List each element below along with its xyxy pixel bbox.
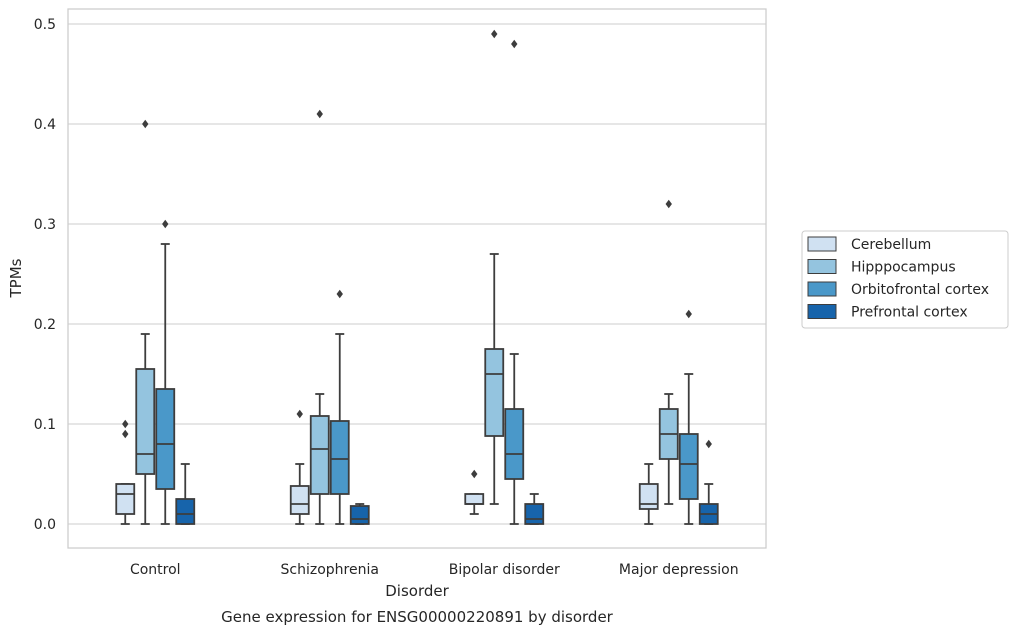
outlier-point <box>471 469 478 479</box>
box-iqr <box>175 498 196 525</box>
box-iqr <box>329 420 350 495</box>
outlier-point <box>511 39 518 49</box>
outlier-point <box>122 419 129 429</box>
box-1-0 <box>289 409 310 525</box>
y-tick-label: 0.0 <box>34 517 56 533</box>
box-2-2 <box>504 39 525 525</box>
legend-label: Orbitofrontal cortex <box>851 282 989 298</box>
y-tick-labels: 0.0 0.1 0.2 0.3 0.4 0.5 <box>34 17 56 533</box>
plot-frame <box>67 8 767 549</box>
box-2-3 <box>524 493 545 525</box>
legend-label: Cerebellum <box>851 237 931 253</box>
legend-frame <box>801 230 1009 329</box>
legend-swatch <box>807 281 837 297</box>
box-1-2 <box>329 289 350 525</box>
outlier-point <box>336 289 343 299</box>
box-iqr <box>504 408 525 480</box>
box-2-1 <box>484 29 505 505</box>
box-iqr <box>155 388 176 490</box>
box-2-0 <box>464 469 485 515</box>
x-tick-labels: Control Schizophrenia Bipolar disorder Majo… <box>130 562 739 578</box>
y-tick-label: 0.4 <box>34 117 56 133</box>
y-tick-label: 0.2 <box>34 317 56 333</box>
outlier-point <box>162 219 169 229</box>
boxes-layer <box>115 29 719 525</box>
box-0-1 <box>135 119 156 525</box>
box-iqr <box>349 505 370 525</box>
box-3-2 <box>678 309 699 525</box>
legend: Cerebellum Hipppocampus Orbitofrontal cort… <box>801 230 1009 329</box>
box-iqr <box>135 368 156 475</box>
box-1-1 <box>309 109 330 525</box>
y-tick-label: 0.1 <box>34 417 56 433</box>
legend-swatch <box>807 259 837 274</box>
outlier-point <box>685 309 692 319</box>
box-iqr <box>289 485 310 515</box>
box-3-0 <box>638 463 659 525</box>
x-axis-label: Disorder <box>385 582 449 600</box>
box-3-1 <box>658 199 679 505</box>
outlier-point <box>491 29 498 39</box>
box-iqr <box>524 503 545 525</box>
y-tick-label: 0.5 <box>34 17 56 33</box>
y-tick-label: 0.3 <box>34 217 56 233</box>
box-iqr <box>115 483 136 515</box>
x-tick-label: Major depression <box>619 562 739 578</box>
outlier-point <box>142 119 149 129</box>
box-iqr <box>638 483 659 510</box>
x-tick-label: Bipolar disorder <box>449 562 560 578</box>
box-1-3 <box>349 503 370 525</box>
outlier-point <box>665 199 672 209</box>
box-0-0 <box>115 419 136 525</box>
legend-label: Prefrontal cortex <box>851 305 968 321</box>
y-axis-label: TPMs <box>7 258 25 298</box>
x-tick-label: Schizophrenia <box>281 562 379 578</box>
box-0-2 <box>155 219 176 525</box>
box-3-3 <box>698 439 719 525</box>
box-iqr <box>464 493 485 505</box>
legend-swatch <box>807 304 837 319</box>
x-tick-label: Control <box>130 562 181 578</box>
legend-label: Hipppocampus <box>851 260 956 276</box>
box-0-3 <box>175 463 196 525</box>
chart-caption: Gene expression for ENSG00000220891 by d… <box>221 608 614 626</box>
box-iqr <box>309 415 330 495</box>
outlier-point <box>122 429 129 439</box>
legend-swatch <box>807 236 837 252</box>
outlier-point <box>705 439 712 449</box>
box-iqr <box>484 348 505 437</box>
outlier-point <box>296 409 303 419</box>
outlier-point <box>316 109 323 119</box>
plot-area <box>68 9 766 548</box>
box-iqr <box>678 433 699 500</box>
